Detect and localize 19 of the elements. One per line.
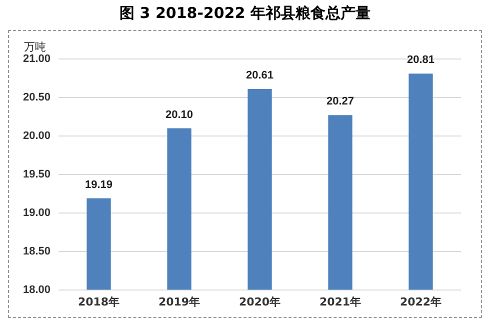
y-tick-label: 19.00 bbox=[22, 206, 51, 219]
y-axis-title: 万吨 bbox=[24, 40, 46, 54]
data-label: 20.61 bbox=[246, 70, 274, 82]
y-tick-label: 21.00 bbox=[22, 53, 51, 66]
x-tick-label: 2021年 bbox=[319, 295, 362, 308]
data-label: 20.10 bbox=[166, 108, 194, 121]
y-tick-label: 18.50 bbox=[22, 245, 51, 258]
data-label: 19.19 bbox=[85, 178, 113, 191]
y-tick-label: 20.50 bbox=[22, 92, 51, 104]
x-tick-label: 2018年 bbox=[78, 295, 120, 308]
y-tick-label: 19.50 bbox=[22, 168, 51, 180]
x-tick-label: 2022年 bbox=[400, 295, 442, 308]
y-tick-label: 18.00 bbox=[22, 284, 51, 296]
x-tick-label: 2020年 bbox=[238, 295, 281, 308]
chart-title: 图 3 2018-2022 年祁县粮食总产量 bbox=[118, 4, 372, 23]
x-tick-label: 2019年 bbox=[158, 295, 200, 308]
data-label: 20.81 bbox=[406, 54, 435, 66]
y-tick-label: 20.00 bbox=[22, 130, 51, 142]
data-label: 20.27 bbox=[326, 96, 354, 108]
